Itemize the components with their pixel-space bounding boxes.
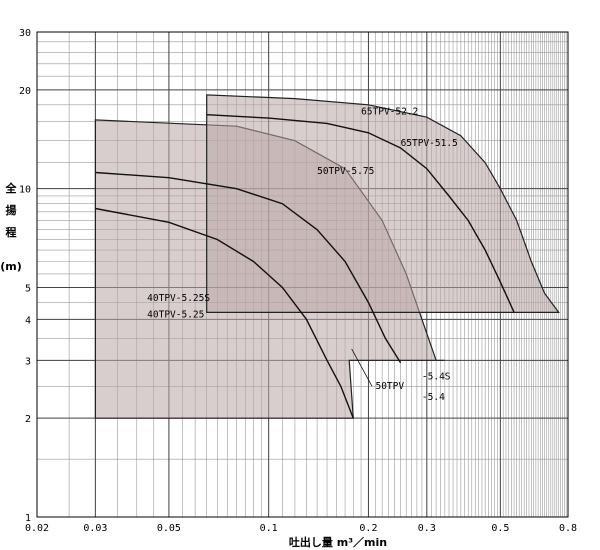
x-tick-label: 0.5: [491, 523, 509, 534]
y-axis-label-char: 揚: [6, 203, 17, 217]
y-tick-label: 20: [19, 86, 31, 97]
annotations: 65TPV-52.2 65TPV-51.5 50TPV-5.75 40TPV-5.25…: [147, 107, 458, 403]
y-axis-unit: (m): [0, 260, 22, 273]
annotation-label: -5.4S: [422, 372, 451, 383]
tick-labels: 0.02 0.03 0.05 0.1 0.2 0.3 0.5 0.8 1 2 3 4 5 10 20 30: [19, 28, 577, 534]
annotation-label: -5.4: [422, 392, 445, 403]
series-line-50TPV-5.75: [95, 171, 402, 364]
region-65TPV: [206, 94, 560, 313]
x-tick-label: 0.8: [559, 523, 577, 534]
x-tick-label: 0.3: [418, 523, 436, 534]
y-tick-label: 5: [25, 283, 31, 294]
x-tick-label: 0.05: [157, 523, 181, 534]
annotation-label: 65TPV-51.5: [401, 138, 458, 149]
shaded-regions: [94, 94, 560, 419]
y-tick-label: 2: [25, 414, 31, 425]
y-tick-label: 10: [19, 185, 31, 196]
series-line-65TPV-51.5: [206, 114, 515, 313]
y-tick-label: 1: [25, 513, 31, 524]
x-tick-label: 0.03: [83, 523, 107, 534]
y-tick-label: 4: [25, 315, 31, 326]
series-line-40TPV-5.25: [95, 207, 354, 419]
annotation-label: 50TPV: [375, 381, 404, 392]
annotation-label: 40TPV-5.25S: [147, 293, 210, 304]
annotation-label: 50TPV-5.75: [317, 166, 374, 177]
y-axis-label-char: 全: [5, 181, 18, 195]
annotation-label: 40TPV-5.25: [147, 310, 204, 321]
series-lines: [95, 114, 515, 419]
x-tick-label: 0.02: [25, 523, 49, 534]
y-tick-label: 30: [19, 28, 31, 39]
y-axis-label: 全揚程 (m): [0, 181, 22, 273]
annotation-leader-line: [351, 348, 373, 387]
x-axis-label: 吐出し量 m³／min: [289, 535, 387, 549]
annotation-label: 65TPV-52.2: [361, 107, 418, 118]
x-tick-label: 0.2: [359, 523, 377, 534]
y-axis-label-char: 程: [6, 225, 17, 239]
plot-frame: [36, 31, 569, 518]
y-tick-label: 3: [25, 356, 31, 367]
x-tick-label: 0.1: [260, 523, 278, 534]
